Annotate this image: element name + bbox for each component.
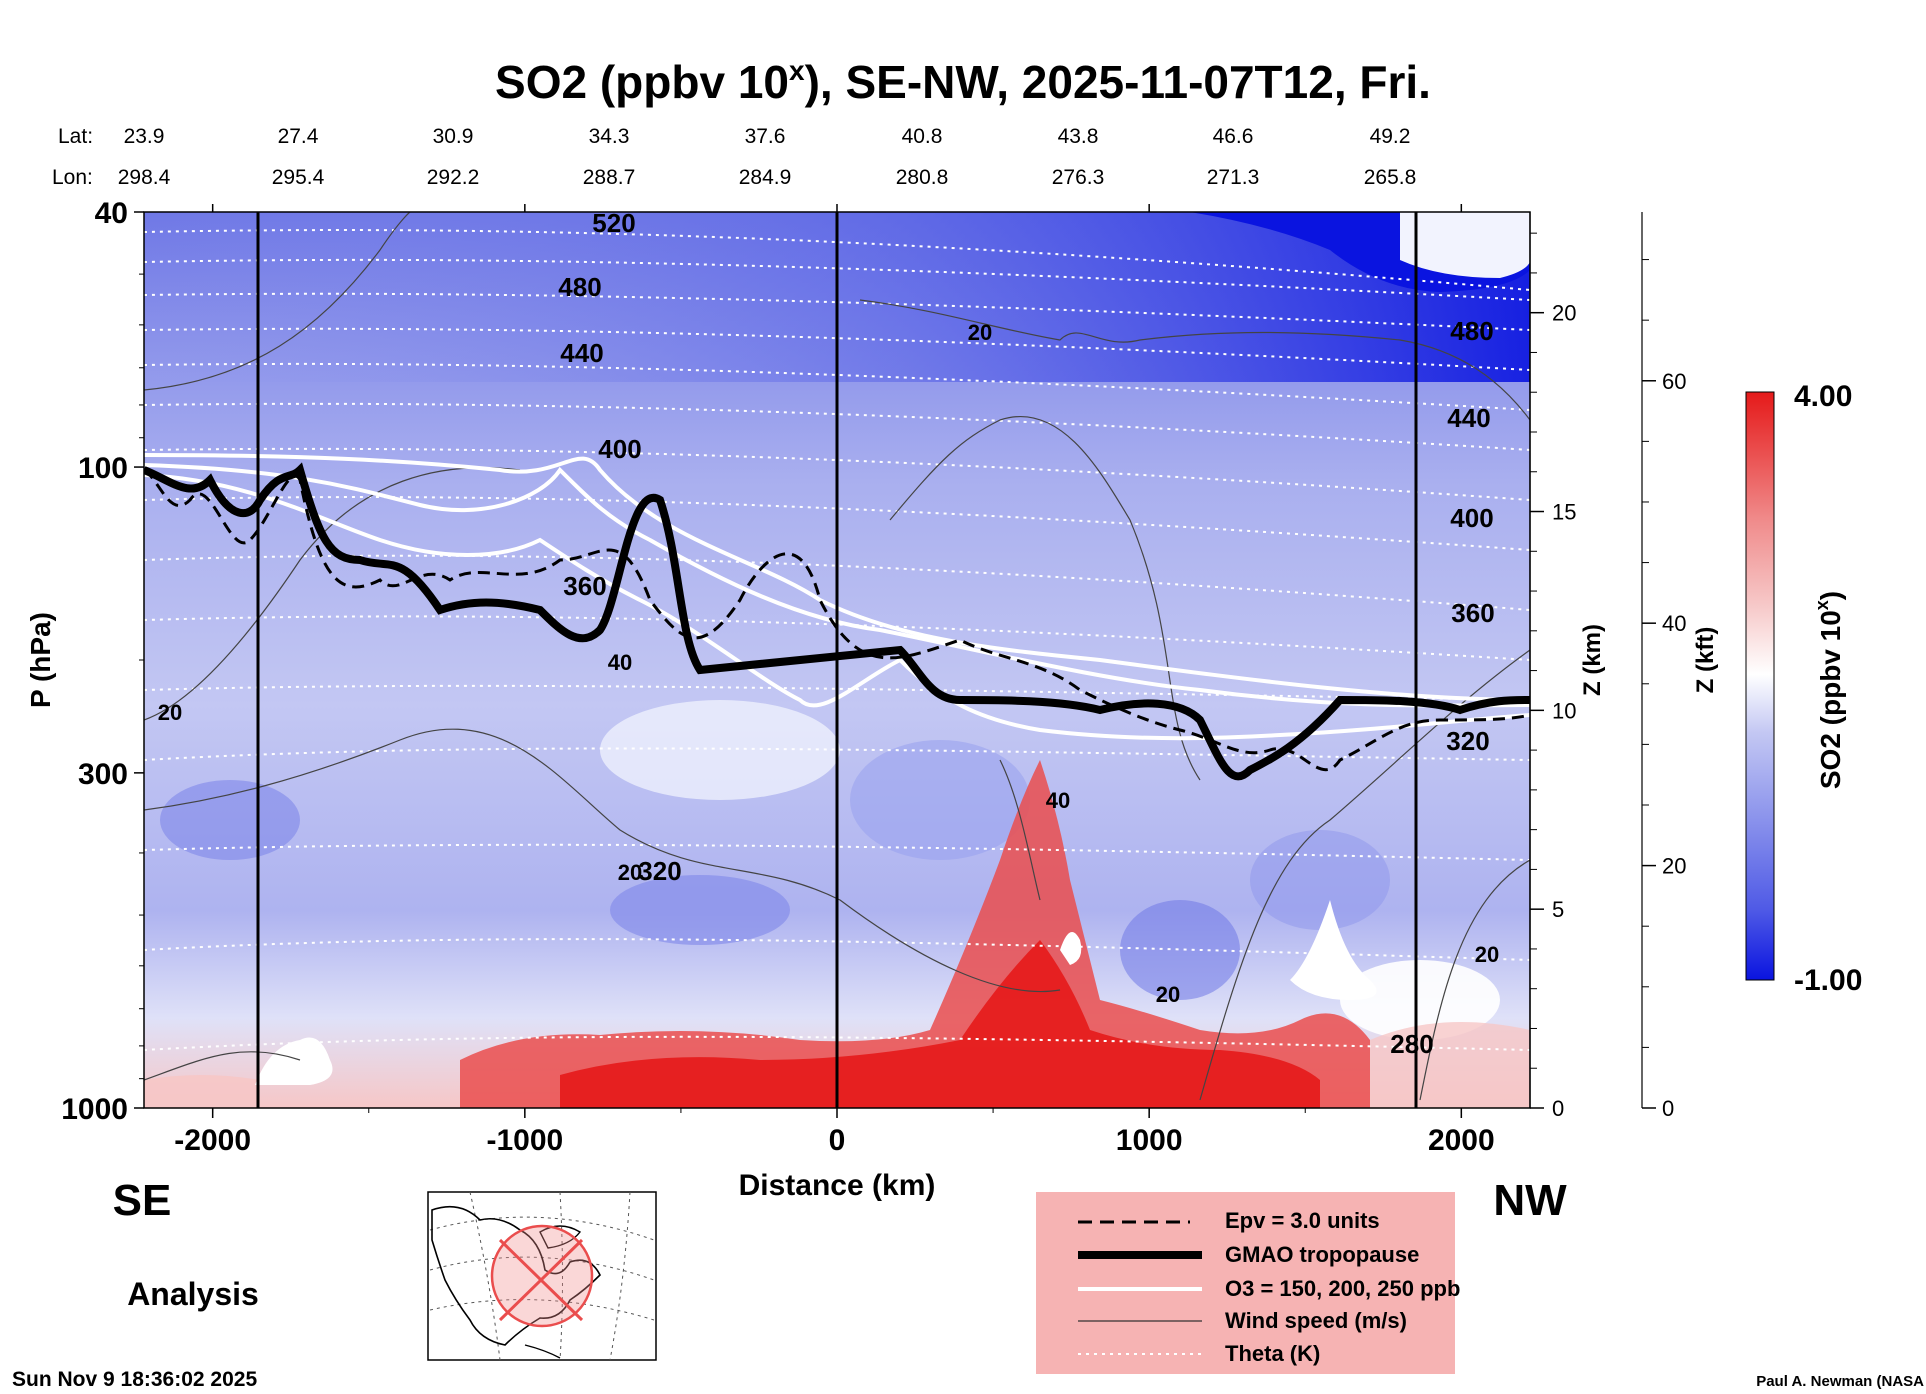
legend-entry: Epv = 3.0 units [1225, 1208, 1380, 1233]
direction-nw: NW [1493, 1176, 1567, 1225]
o3-contours [144, 453, 1530, 741]
lon-value: 288.7 [583, 166, 636, 189]
theta-label: 520 [592, 208, 635, 238]
y-tick-label: 100 [78, 452, 128, 485]
wind-label: 20 [618, 860, 642, 885]
lat-label: Lat: [58, 125, 93, 148]
lon-value: 265.8 [1364, 166, 1417, 189]
chart-title: SO2 (ppbv 10x), SE-NW, 2025-11-07T12, Fr… [495, 55, 1431, 108]
wind-label: 40 [1046, 788, 1070, 813]
legend-entry: O3 = 150, 200, 250 ppb [1225, 1276, 1460, 1301]
z-kft-axis: 0 20 40 60 [1641, 212, 1686, 1121]
z-km-tick-label: 0 [1552, 1096, 1564, 1121]
theta-label: 320 [1446, 726, 1489, 756]
legend-entry: Theta (K) [1225, 1341, 1320, 1366]
y-tick-label: 40 [95, 197, 128, 230]
theta-label: 480 [558, 272, 601, 302]
lon-value: 276.3 [1052, 166, 1105, 189]
theta-label: 400 [598, 434, 641, 464]
lon-value: 292.2 [427, 166, 480, 189]
tropopause-line [144, 462, 1530, 781]
lat-value: 27.4 [278, 125, 319, 148]
latitude-row: 23.9 27.4 30.9 34.3 37.6 40.8 43.8 46.6 49.2 [124, 125, 1411, 148]
x-axis: -2000 -1000 0 1000 2000 [174, 204, 1495, 1157]
theta-label: 360 [1451, 598, 1494, 628]
y3-axis-label: Z (kft) [1692, 627, 1719, 694]
lat-value: 40.8 [902, 125, 943, 148]
inset-region-circle [490, 1224, 594, 1328]
wind-label: 20 [1156, 982, 1180, 1007]
lat-value: 43.8 [1058, 125, 1099, 148]
wind-label: 20 [158, 700, 182, 725]
z-km-tick-label: 10 [1552, 698, 1576, 723]
colorbar-min-label: -1.00 [1794, 964, 1862, 997]
legend-entry: GMAO tropopause [1225, 1242, 1419, 1267]
wind-label: 20 [1475, 942, 1499, 967]
theta-label: 360 [563, 571, 606, 601]
lat-value: 34.3 [589, 125, 630, 148]
x-tick-label: 1000 [1116, 1124, 1183, 1157]
colorbar-label: SO2 (ppbv 10x) [1812, 591, 1846, 789]
z-km-tick-label: 5 [1552, 897, 1564, 922]
footer-credit: Paul A. Newman (NASA [1756, 1373, 1924, 1390]
theta-contours [144, 229, 1530, 1051]
analysis-label: Analysis [127, 1276, 259, 1312]
x-tick-label: 0 [829, 1124, 846, 1157]
x-tick-label: 2000 [1428, 1124, 1495, 1157]
colorbar: 4.00 -1.00 SO2 (ppbv 10x) [1745, 380, 1862, 997]
x-axis-label: Distance (km) [739, 1169, 936, 1202]
y2-axis-label: Z (km) [1579, 624, 1606, 696]
lon-value: 284.9 [739, 166, 792, 189]
lon-value: 280.8 [896, 166, 949, 189]
contour-labels: 5204804404003603202804804404003603202040… [158, 208, 1499, 1059]
wind-contours [144, 212, 1530, 1101]
lon-value: 295.4 [272, 166, 325, 189]
lat-value: 23.9 [124, 125, 165, 148]
wind-label: 20 [968, 320, 992, 345]
inset-map [427, 1191, 657, 1361]
z-km-tick-label: 20 [1552, 301, 1576, 326]
longitude-row: 298.4 295.4 292.2 288.7 284.9 280.8 276.3 271.3… [118, 166, 1417, 189]
wind-label: 40 [608, 650, 632, 675]
lat-value: 49.2 [1370, 125, 1411, 148]
z-kft-tick-label: 20 [1662, 854, 1686, 879]
x-tick-label: -1000 [486, 1124, 563, 1157]
theta-label: 400 [1450, 503, 1493, 533]
theta-label: 480 [1450, 316, 1493, 346]
y-axis-label: P (hPa) [25, 612, 56, 708]
lat-value: 37.6 [745, 125, 786, 148]
y-tick-label: 300 [78, 758, 128, 791]
legend: Epv = 3.0 units GMAO tropopause O3 = 150, … [1036, 1192, 1460, 1374]
theta-label: 320 [638, 856, 681, 886]
y-tick-label: 1000 [61, 1093, 128, 1126]
x-tick-label: -2000 [174, 1124, 251, 1157]
footer-timestamp: Sun Nov 9 18:36:02 2025 [12, 1368, 257, 1391]
lat-value: 46.6 [1213, 125, 1254, 148]
direction-se: SE [113, 1176, 172, 1225]
y-axis: 40 100 300 1000 [61, 197, 144, 1126]
z-km-axis: 0 5 10 15 20 [1529, 212, 1576, 1121]
theta-label: 280 [1390, 1029, 1433, 1059]
z-km-tick-label: 15 [1552, 500, 1576, 525]
z-kft-tick-label: 0 [1662, 1096, 1674, 1121]
lat-value: 30.9 [433, 125, 474, 148]
theta-label: 440 [1447, 403, 1490, 433]
colorbar-max-label: 4.00 [1794, 380, 1852, 413]
legend-entry: Wind speed (m/s) [1225, 1308, 1407, 1333]
z-kft-tick-label: 40 [1662, 611, 1686, 636]
lon-value: 271.3 [1207, 166, 1260, 189]
lon-label: Lon: [52, 166, 93, 189]
lon-value: 298.4 [118, 166, 171, 189]
theta-label: 440 [560, 338, 603, 368]
z-kft-tick-label: 60 [1662, 369, 1686, 394]
